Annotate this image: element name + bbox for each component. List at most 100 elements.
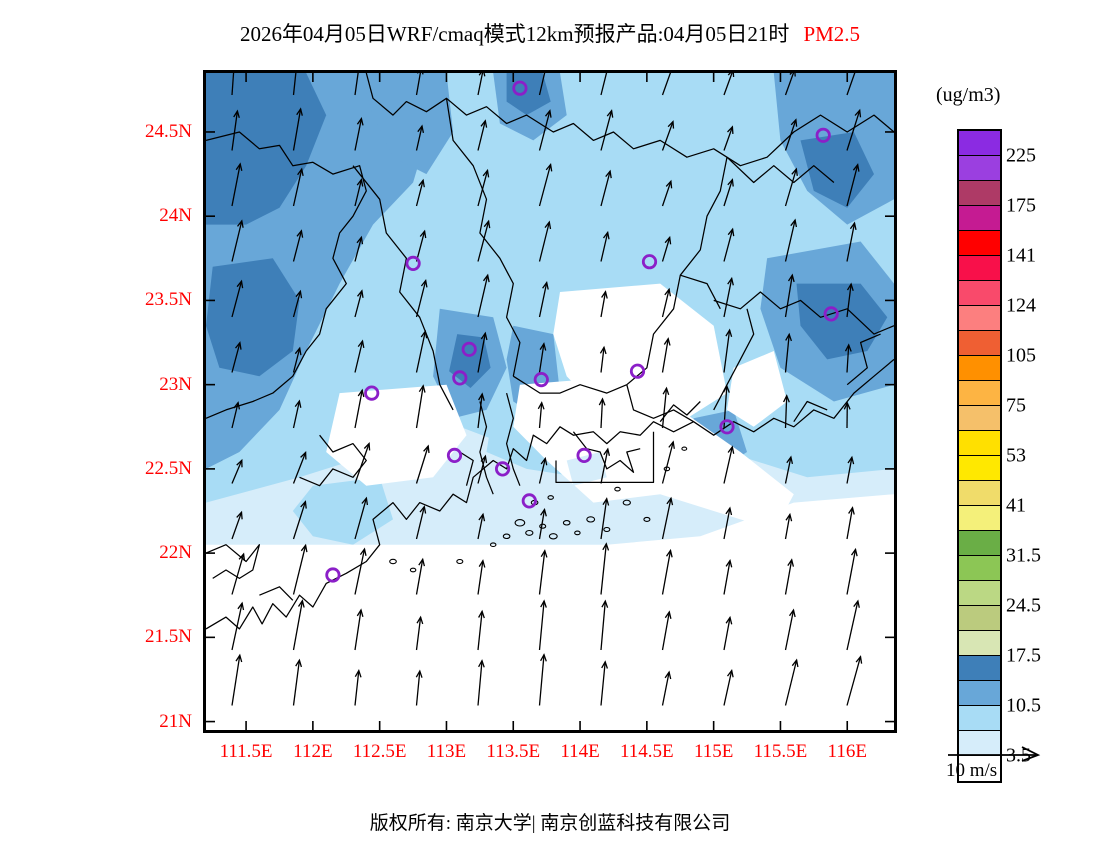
station-marker[interactable] — [719, 419, 735, 435]
station-marker[interactable] — [512, 80, 528, 96]
wind-scale-label: 10 m/s — [946, 760, 998, 781]
colorbar-tick-label: 17.5 — [1006, 644, 1041, 667]
wind-vector — [661, 386, 670, 429]
station-marker[interactable] — [641, 254, 658, 270]
island-outline — [514, 519, 526, 527]
longitude-tick-label: 112.5E — [352, 741, 407, 762]
station-marker[interactable] — [364, 385, 380, 401]
axis-ticks — [206, 73, 894, 730]
wind-vector — [600, 73, 608, 96]
station-marker[interactable] — [823, 306, 839, 322]
wind-vector — [846, 599, 860, 651]
wind-vector — [354, 73, 359, 96]
wind-vector — [538, 549, 548, 595]
colorbar-band — [959, 681, 1000, 706]
wind-vector — [723, 178, 734, 207]
wind-vector — [600, 447, 611, 484]
wind-vector — [415, 124, 425, 151]
colorbar-band — [959, 356, 1000, 381]
island-outline — [525, 529, 534, 536]
station-marker[interactable] — [521, 493, 537, 509]
wind-vector — [661, 440, 675, 484]
wind-vector — [415, 557, 426, 595]
concentration-region — [449, 334, 491, 388]
boundary-line — [680, 274, 721, 310]
concentration-region — [206, 544, 894, 730]
concentration-region — [727, 351, 788, 427]
colorbar-band — [959, 431, 1000, 456]
wind-vector — [538, 162, 553, 207]
wind-vector — [538, 653, 547, 706]
boundary-line — [459, 451, 474, 486]
wind-vector — [415, 178, 425, 207]
latitude-tick-label: 21.5N — [145, 626, 192, 648]
boundary-line — [793, 400, 828, 423]
latitude-tick-label: 24N — [159, 205, 192, 227]
wind-vector — [354, 441, 371, 484]
wind-vector — [538, 109, 552, 151]
boundary-line — [713, 308, 755, 411]
wind-vector — [661, 235, 672, 262]
station-marker[interactable] — [452, 370, 468, 386]
station-marker[interactable] — [629, 363, 646, 379]
wind-vector — [846, 108, 862, 151]
station-marker[interactable] — [494, 461, 511, 477]
island-outline — [389, 558, 397, 565]
wind-vector — [231, 109, 240, 151]
island-outline — [562, 520, 571, 526]
copyright-footer: 版权所有: 南京大学| 南京创蓝科技有限公司 — [369, 813, 731, 834]
wind-vector — [415, 615, 424, 651]
island-outline — [489, 542, 497, 548]
station-marker[interactable] — [325, 567, 341, 583]
colorbar[interactable] — [957, 129, 1002, 783]
colorbar-tick-label: 41 — [1006, 494, 1026, 517]
island-outline — [574, 530, 581, 536]
concentration-region — [206, 258, 300, 377]
boundary-line — [626, 384, 694, 423]
latitude-tick-label: 22.5N — [145, 457, 192, 479]
station-marker[interactable] — [446, 447, 463, 463]
wind-vector — [538, 456, 548, 484]
island-outline — [622, 499, 631, 506]
boundary-line — [846, 333, 881, 386]
wind-vector — [723, 668, 734, 706]
longitude-tick-label: 115E — [693, 741, 734, 762]
wind-vector — [600, 497, 610, 540]
boundary-line — [505, 392, 521, 486]
station-marker[interactable] — [461, 341, 477, 357]
wind-vector — [538, 220, 552, 262]
wind-vector — [783, 394, 790, 429]
colorbar-band — [959, 331, 1000, 356]
wind-vector — [292, 599, 305, 651]
station-marker[interactable] — [533, 371, 549, 388]
page-title: 2026年04月05日WRF/cmaq模式12km预报产品:04月05日21时 P… — [0, 18, 1100, 48]
wind-vector — [231, 73, 235, 96]
wind-vector — [661, 120, 675, 151]
colorbar-band — [959, 381, 1000, 406]
wind-vector — [846, 547, 858, 595]
wind-vector — [292, 107, 303, 151]
wind-vector — [292, 167, 304, 207]
longitude-tick-label: 114.5E — [620, 741, 674, 762]
wind-vector — [723, 445, 735, 484]
concentration-region — [359, 73, 454, 175]
forecast-map[interactable] — [203, 70, 897, 733]
wind-vector — [784, 512, 793, 540]
wind-vector — [600, 169, 612, 207]
colorbar-band — [959, 631, 1000, 656]
wind-vector — [477, 512, 486, 540]
colorbar-band — [959, 656, 1000, 681]
station-marker[interactable] — [405, 255, 421, 271]
station-marker[interactable] — [815, 127, 831, 143]
wind-vector — [723, 227, 735, 262]
wind-vector — [415, 669, 423, 706]
wind-vector — [661, 610, 672, 651]
administrative-border-layer — [206, 73, 894, 630]
wind-vector — [846, 282, 854, 318]
latitude-tick-label: 23.5N — [145, 289, 192, 311]
station-marker[interactable] — [576, 447, 592, 463]
concentration-region — [800, 132, 874, 208]
colorbar-band — [959, 131, 1000, 156]
title-species-text: PM2.5 — [803, 22, 861, 46]
colorbar-band — [959, 181, 1000, 206]
